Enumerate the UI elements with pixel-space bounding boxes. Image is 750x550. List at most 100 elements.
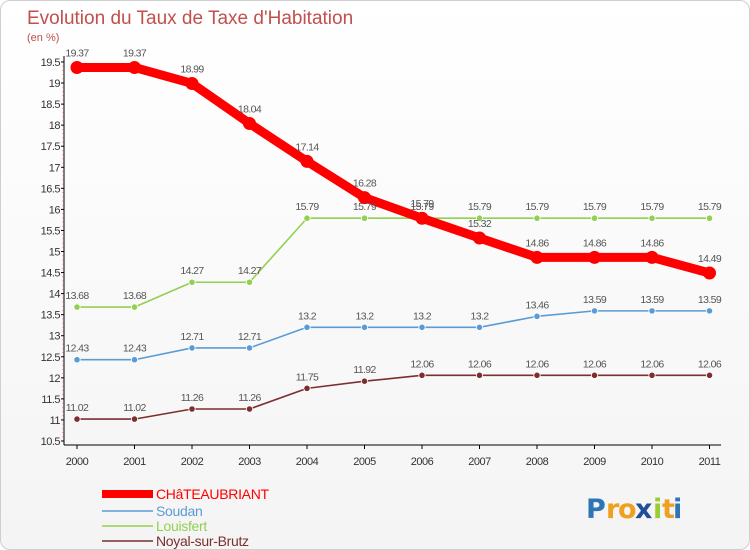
x-tick-label: 2008 xyxy=(526,456,549,468)
x-tick-label: 2010 xyxy=(641,456,664,468)
data-label-louisfert: 14.27 xyxy=(238,265,262,277)
data-point-noyal-sur-brutz xyxy=(475,371,484,379)
brand-letter: o xyxy=(618,494,637,525)
chart-title: Evolution du Taux de Taxe d'Habitation xyxy=(27,8,353,29)
data-point-noyal-sur-brutz xyxy=(360,377,369,385)
data-point-ch-teaubriant xyxy=(70,60,84,74)
data-label-louisfert: 15.79 xyxy=(583,201,607,213)
data-point-noyal-sur-brutz xyxy=(648,371,656,379)
data-label-ch-teaubriant: 19.37 xyxy=(123,47,147,59)
data-label-ch-teaubriant: 15.32 xyxy=(468,218,492,230)
data-label-noyal-sur-brutz: 12.06 xyxy=(468,358,492,370)
data-label-noyal-sur-brutz: 12.06 xyxy=(410,358,434,370)
data-label-ch-teaubriant: 15.79 xyxy=(410,198,434,210)
data-point-soudan xyxy=(360,323,369,331)
data-point-ch-teaubriant xyxy=(243,116,256,130)
y-tick-label: 16.5 xyxy=(41,183,61,195)
data-point-noyal-sur-brutz xyxy=(188,405,196,413)
data-point-ch-teaubriant xyxy=(588,250,601,264)
data-point-soudan xyxy=(130,356,139,364)
data-label-ch-teaubriant: 14.86 xyxy=(640,237,664,249)
data-point-louisfert xyxy=(590,214,599,222)
data-point-ch-teaubriant xyxy=(530,250,544,264)
y-tick-label: 11 xyxy=(50,415,61,427)
data-label-louisfert: 13.68 xyxy=(65,290,89,302)
data-point-soudan xyxy=(303,323,311,331)
data-point-louisfert xyxy=(73,303,81,311)
x-tick-label: 2002 xyxy=(181,456,204,468)
data-label-noyal-sur-brutz: 12.06 xyxy=(525,358,549,370)
data-point-ch-teaubriant xyxy=(358,191,371,205)
y-tick-label: 15 xyxy=(49,247,61,259)
data-label-soudan: 13.2 xyxy=(413,310,432,322)
data-point-ch-teaubriant xyxy=(415,211,429,225)
data-label-ch-teaubriant: 18.04 xyxy=(238,103,262,115)
x-tick-label: 2011 xyxy=(699,456,721,468)
x-tick-label: 2007 xyxy=(468,456,491,468)
data-point-ch-teaubriant xyxy=(128,60,141,74)
data-label-soudan: 13.2 xyxy=(298,310,317,322)
data-point-soudan xyxy=(188,344,196,352)
data-point-noyal-sur-brutz xyxy=(130,415,139,423)
axes: 10.5 11 11.5 12 12.5 13 13.5 14 14.5 15 15.5 16 16.5… xyxy=(41,56,721,468)
data-label-ch-teaubriant: 19.37 xyxy=(65,47,89,59)
data-point-louisfert xyxy=(360,214,369,222)
y-tick-label: 13 xyxy=(49,331,61,343)
data-labels-layer: 12.43 12.43 12.71 12.71 13.2 13.2 13.2 13.2 13.4… xyxy=(65,47,722,414)
data-label-louisfert: 15.79 xyxy=(468,201,492,213)
data-label-noyal-sur-brutz: 12.06 xyxy=(583,358,607,370)
data-label-louisfert: 15.79 xyxy=(410,201,434,213)
data-point-soudan xyxy=(590,307,599,315)
data-label-soudan: 13.2 xyxy=(470,310,489,322)
x-tick-label: 2005 xyxy=(353,456,376,468)
data-point-louisfert xyxy=(533,214,541,222)
y-tick-label: 13.5 xyxy=(41,310,61,322)
data-label-noyal-sur-brutz: 12.06 xyxy=(640,358,664,370)
data-point-soudan xyxy=(648,307,656,315)
data-label-ch-teaubriant: 17.14 xyxy=(295,141,319,153)
data-point-ch-teaubriant xyxy=(300,154,314,168)
series-layer xyxy=(70,60,716,423)
data-label-ch-teaubriant: 16.28 xyxy=(353,178,377,190)
data-label-soudan: 12.71 xyxy=(238,331,262,343)
data-point-noyal-sur-brutz xyxy=(590,371,599,379)
data-label-noyal-sur-brutz: 11.02 xyxy=(66,402,89,414)
data-label-louisfert: 15.79 xyxy=(295,201,319,213)
data-point-louisfert xyxy=(188,278,196,286)
data-label-noyal-sur-brutz: 11.26 xyxy=(238,392,261,404)
series-line-ch-teaubriant xyxy=(72,62,714,278)
data-label-soudan: 12.43 xyxy=(65,343,89,355)
data-label-ch-teaubriant: 14.86 xyxy=(583,237,607,249)
chart-subtitle: (en %) xyxy=(27,32,59,44)
series-line-noyal-sur-brutz xyxy=(76,374,711,420)
data-label-soudan: 13.46 xyxy=(525,299,549,311)
data-label-soudan: 12.71 xyxy=(180,331,204,343)
x-tick-label: 2003 xyxy=(238,456,261,468)
y-tick-label: 11.5 xyxy=(41,394,60,406)
data-point-noyal-sur-brutz xyxy=(245,405,254,413)
data-point-ch-teaubriant xyxy=(645,250,659,264)
brand-letter: r xyxy=(606,494,620,525)
y-tick-label: 14 xyxy=(49,289,61,301)
data-point-louisfert xyxy=(705,214,714,222)
x-tick-label: 2009 xyxy=(583,456,606,468)
data-point-louisfert xyxy=(245,278,254,286)
brand-letter: i xyxy=(653,494,662,525)
data-point-noyal-sur-brutz xyxy=(73,415,81,423)
data-label-louisfert: 15.79 xyxy=(640,201,664,213)
x-tick-label: 2000 xyxy=(66,456,89,468)
data-label-louisfert: 15.79 xyxy=(525,201,549,213)
data-label-noyal-sur-brutz: 11.26 xyxy=(181,392,204,404)
y-tick-label: 17.5 xyxy=(41,141,61,153)
data-point-noyal-sur-brutz xyxy=(418,371,426,379)
data-label-noyal-sur-brutz: 11.02 xyxy=(123,402,146,414)
y-tick-label: 16 xyxy=(49,204,61,216)
data-label-noyal-sur-brutz: 12.06 xyxy=(698,358,722,370)
data-point-louisfert xyxy=(130,303,139,311)
data-point-noyal-sur-brutz xyxy=(303,384,311,392)
brand-letter: P xyxy=(586,494,606,525)
legend-label: Soudan xyxy=(156,503,202,519)
